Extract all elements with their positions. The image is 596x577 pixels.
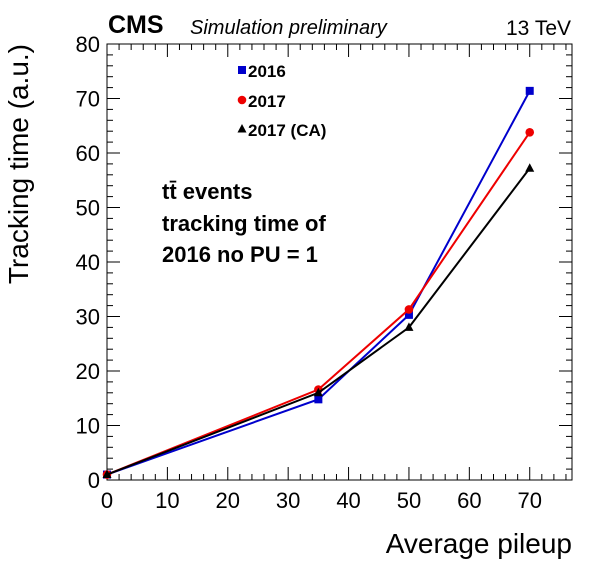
legend-item: 2016 <box>238 62 286 81</box>
legend-label: 2017 (CA) <box>248 121 326 140</box>
annotation-line-2: tracking time of <box>162 211 326 236</box>
legend-item: 2017 (CA) <box>237 121 326 140</box>
y-axis-title: Tracking time (a.u.) <box>3 44 34 284</box>
data-point <box>314 395 323 404</box>
y-tick-label: 40 <box>76 250 100 275</box>
y-tick-label: 0 <box>88 468 100 493</box>
data-point <box>404 305 414 314</box>
x-tick-label: 20 <box>216 488 240 513</box>
legend-label: 2017 <box>248 92 286 111</box>
legend-label: 2016 <box>248 62 286 81</box>
y-tick-label: 50 <box>76 196 100 221</box>
legend-marker <box>237 124 247 133</box>
data-point <box>404 310 413 319</box>
annotation-line-3: 2016 no PU = 1 <box>162 242 318 267</box>
y-tick-label: 70 <box>76 87 100 112</box>
annotation-line-1: tt̄ events <box>162 179 252 204</box>
experiment-label: CMS <box>108 11 164 39</box>
x-axis-tick-labels: 0 10 20 30 40 50 60 70 <box>101 488 542 513</box>
x-axis-ticks <box>106 44 567 480</box>
legend-item: 2017 <box>237 92 286 111</box>
x-tick-label: 40 <box>336 488 360 513</box>
series-line <box>106 131 531 476</box>
x-tick-label: 0 <box>101 488 113 513</box>
series-2016 <box>103 86 534 479</box>
y-tick-label: 10 <box>76 414 100 439</box>
legend-marker <box>237 95 247 105</box>
series-layer <box>102 86 535 479</box>
y-tick-label: 20 <box>76 359 100 384</box>
x-axis-title: Average pileup <box>386 528 572 559</box>
data-point <box>102 469 112 479</box>
x-tick-label: 50 <box>397 488 421 513</box>
data-point <box>404 322 414 331</box>
energy-label: 13 TeV <box>506 17 571 40</box>
x-tick-label: 60 <box>457 488 481 513</box>
data-point <box>313 387 323 397</box>
subtitle-label: Simulation preliminary <box>190 17 388 39</box>
series-2017-ca <box>102 163 535 479</box>
legend-marker <box>238 66 246 74</box>
y-tick-label: 60 <box>76 141 100 166</box>
y-tick-label: 30 <box>76 305 100 330</box>
data-point <box>525 127 535 137</box>
x-tick-label: 30 <box>276 488 300 513</box>
y-tick-label: 80 <box>76 32 100 57</box>
series-line <box>106 90 531 476</box>
data-point <box>525 86 534 95</box>
data-point <box>525 163 535 172</box>
x-tick-label: 70 <box>517 488 541 513</box>
legend: 2016 2017 2017 (CA) <box>237 62 326 140</box>
y-axis-ticks <box>107 43 572 481</box>
x-tick-label: 10 <box>155 488 179 513</box>
y-axis-tick-labels: 0 10 20 30 40 50 60 70 80 <box>76 32 100 493</box>
series-line <box>106 167 531 476</box>
